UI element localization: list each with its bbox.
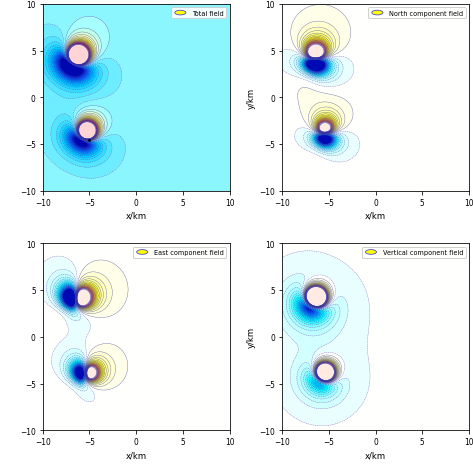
X-axis label: x/km: x/km: [125, 450, 147, 459]
Y-axis label: y/km: y/km: [246, 88, 255, 109]
Legend: Vertical component field: Vertical component field: [361, 247, 465, 258]
Legend: East component field: East component field: [133, 247, 226, 258]
Legend: North component field: North component field: [368, 8, 465, 19]
Y-axis label: y/km: y/km: [246, 326, 255, 348]
X-axis label: x/km: x/km: [125, 211, 147, 220]
Legend: Total field: Total field: [171, 8, 226, 19]
X-axis label: x/km: x/km: [364, 211, 385, 220]
X-axis label: x/km: x/km: [364, 450, 385, 459]
